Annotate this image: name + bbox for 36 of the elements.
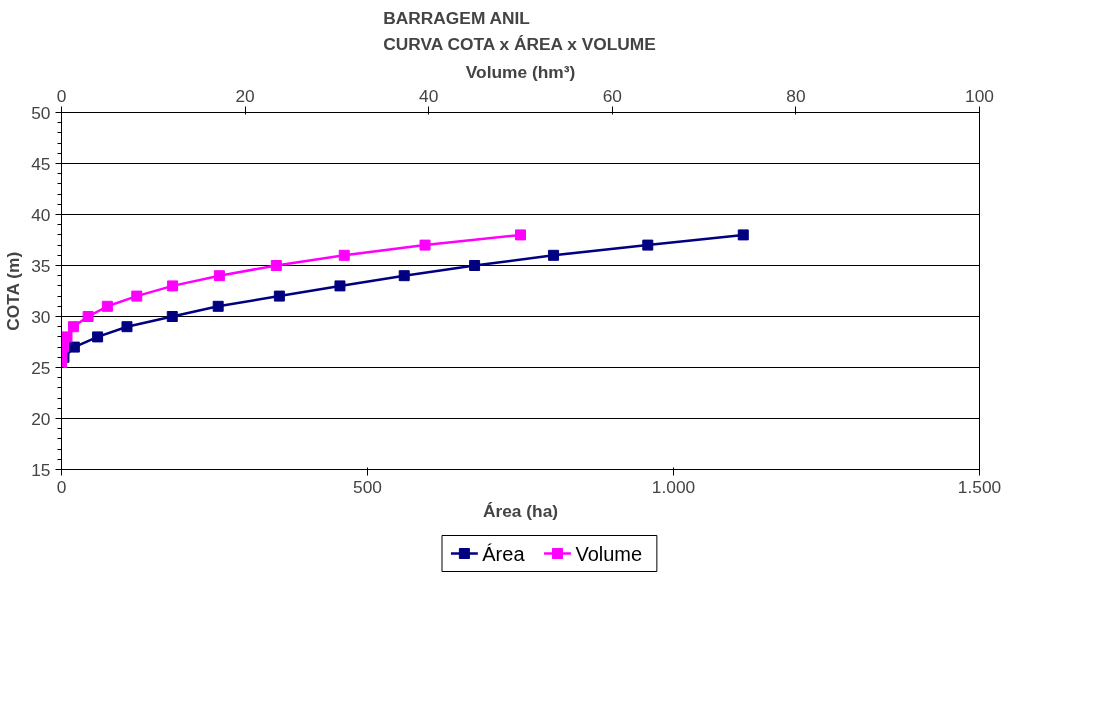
point <box>273 290 285 302</box>
point <box>68 341 80 353</box>
point <box>398 270 410 282</box>
y-tick-label: 15 <box>31 459 51 480</box>
chart-title: BARRAGEM ANIL CURVA COTA x ÁREA x VOLUME <box>383 7 656 54</box>
x-tick-label: 0 <box>56 476 67 497</box>
x-tick-label: 1.000 <box>651 476 696 497</box>
y-tick-label: 25 <box>31 357 51 378</box>
point <box>166 311 178 322</box>
point <box>469 260 481 271</box>
x2-tick-label: 40 <box>419 85 439 106</box>
y-tick-label: 20 <box>31 408 51 429</box>
y-tick-label: 35 <box>31 255 51 276</box>
legend-label: Volume <box>575 542 643 565</box>
x2-tick-label: 80 <box>786 85 806 106</box>
y-axis-title: COTA (m) <box>3 251 24 331</box>
y-tick-label: 50 <box>31 102 51 123</box>
x-tick-label: 500 <box>353 476 382 497</box>
y-tick-label: 40 <box>31 204 51 225</box>
x2-axis-title: Volume (hm³) <box>465 61 576 82</box>
x-tick-label: 1.500 <box>957 476 1002 497</box>
point <box>548 249 560 261</box>
y-tick-label: 30 <box>31 306 51 327</box>
x2-tick-label: 60 <box>602 85 622 106</box>
point <box>642 239 654 251</box>
point <box>334 280 346 292</box>
point <box>92 331 104 343</box>
point <box>737 229 749 241</box>
x2-tick-label: 100 <box>965 85 994 106</box>
y-tick-label: 45 <box>31 153 51 174</box>
legend-label: Área <box>482 542 526 565</box>
point <box>212 300 224 312</box>
point <box>121 321 133 333</box>
x2-tick-label: 20 <box>235 85 255 106</box>
x2-tick-label: 0 <box>56 85 67 106</box>
x-axis-title: Área (ha) <box>482 500 559 521</box>
